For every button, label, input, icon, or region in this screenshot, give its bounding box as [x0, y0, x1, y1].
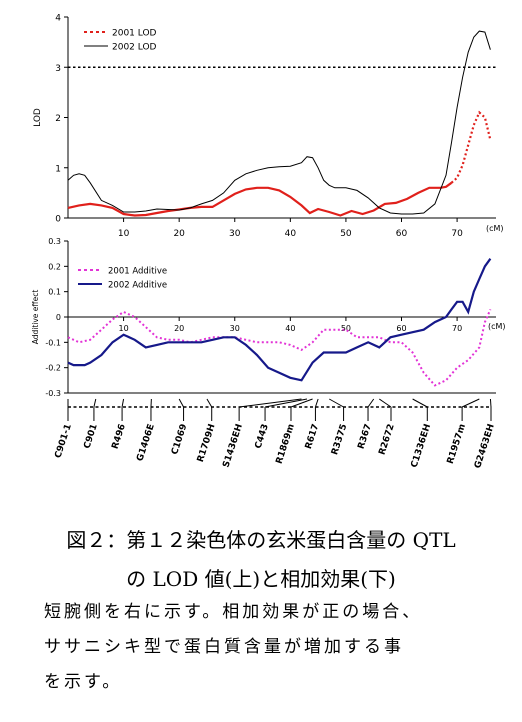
additive-x-tick-label: 70	[452, 324, 462, 333]
additive-series-2002	[67, 258, 492, 382]
marker-label: C1069	[170, 423, 189, 456]
marker-label: C1336EH	[410, 423, 434, 469]
additive-x-tick-label: 30	[230, 324, 240, 333]
marker-link-line	[206, 398, 213, 408]
marker-label: R496	[110, 423, 127, 451]
additive-y-tick-label: 0	[56, 313, 61, 322]
marker-label: R367	[356, 423, 373, 451]
lod-series-2002	[67, 30, 491, 215]
additive-x-tick-label: 10	[118, 324, 128, 333]
lod-x-tick-label: 10	[118, 229, 130, 239]
additive-x-tick-label: 60	[396, 324, 406, 333]
additive-x-unit: (cM)	[488, 322, 506, 331]
marker-link-line	[329, 398, 344, 408]
marker-label: S1436EH	[221, 423, 244, 469]
lod-y-label: LOD	[33, 108, 43, 127]
marker-link-line	[239, 398, 302, 408]
marker-link-line	[489, 398, 492, 408]
marker-label: R1709H	[196, 423, 218, 464]
lod-x-unit: (cM)	[486, 224, 504, 233]
additive-legend-label: 2001 Additive	[108, 267, 167, 277]
lod-legend-label: 2002 LOD	[112, 43, 157, 53]
marker-label: C901-1	[53, 423, 73, 460]
additive-y-label: Additive effect	[31, 290, 40, 345]
description-line3: を示す。	[44, 672, 123, 692]
additive-x-tick-label: 40	[285, 324, 295, 333]
additive-y-tick-label: 0.2	[48, 262, 61, 271]
marker-label: R2672	[377, 423, 396, 457]
description-line1: 短腕側を右に示す。相加効果が正の場合、	[44, 602, 423, 622]
marker-link-line	[178, 398, 185, 408]
lod-y-tick-label: 2	[55, 114, 61, 124]
marker-link-line	[121, 398, 125, 408]
lod-series-2001-dashed	[450, 110, 492, 184]
marker-label: R1957m	[446, 423, 468, 465]
lod-x-tick-label: 50	[340, 229, 352, 239]
figure-caption-line1: 図２：第１２染色体の玄米蛋白含量の QTL	[66, 528, 456, 552]
lod-x-tick-label: 30	[229, 229, 241, 239]
marker-link-line	[264, 398, 308, 408]
additive-y-tick-label: -0.1	[45, 338, 61, 347]
marker-label: R617	[304, 423, 321, 451]
marker-label: G2463EH	[473, 423, 497, 470]
marker-link-line	[378, 398, 392, 408]
additive-series-2001	[67, 309, 492, 387]
lod-x-tick-label: 40	[285, 229, 297, 239]
additive-y-tick-label: 0.1	[48, 288, 61, 297]
marker-map: C901-1 C901 R496 G1406E C1069 R1709H S1436EH C4…	[53, 398, 497, 470]
lod-series-2001-solid	[67, 181, 453, 217]
marker-link-line	[412, 398, 428, 408]
lod-y-tick-label: 3	[55, 64, 61, 74]
additive-y-tick-label: -0.3	[45, 389, 61, 398]
marker-link-line	[290, 398, 313, 408]
marker-link-line	[314, 398, 319, 408]
figure-caption-line2: の LOD 値(上)と相加効果(下)	[126, 567, 396, 591]
lod-y-tick-label: 0	[55, 215, 61, 225]
lod-chart: 0 1 2 3 4 10 20 30 40 50 60 70 (cM) LOD 2001 LOD 2002 L…	[33, 14, 504, 240]
additive-y-tick-label: 0.3	[48, 237, 61, 246]
marker-label: G1406E	[135, 423, 156, 463]
lod-y-tick-label: 4	[55, 14, 61, 24]
additive-legend-label: 2002 Additive	[108, 281, 167, 291]
lod-legend-label: 2001 LOD	[112, 29, 157, 39]
description-line2: ササニシキ型で蛋白質含量が増加する事	[44, 637, 404, 657]
marker-link-line	[93, 398, 97, 408]
marker-label: C901	[82, 423, 99, 450]
additive-x-tick-label: 50	[341, 324, 351, 333]
additive-x-tick-label: 20	[174, 324, 184, 333]
marker-link-line	[367, 398, 375, 408]
additive-effect-chart: 0.3 0.2 0.1 0 -0.1 -0.2 -0.3 10 20 30 40 50 60 70 (cM)…	[31, 237, 506, 398]
lod-y-tick-label: 1	[55, 164, 61, 174]
lod-x-tick-label: 70	[451, 229, 463, 239]
marker-link-line	[461, 398, 480, 408]
additive-y-tick-label: -0.2	[45, 364, 61, 373]
lod-x-tick-label: 20	[173, 229, 185, 239]
marker-label: R3375	[330, 423, 349, 457]
qtl-figure: 0 1 2 3 4 10 20 30 40 50 60 70 (cM) LOD 2001 LOD 2002 L…	[31, 14, 506, 470]
marker-label: C443	[254, 423, 271, 450]
lod-x-tick-label: 60	[396, 229, 408, 239]
marker-label: R1869m	[275, 423, 297, 465]
